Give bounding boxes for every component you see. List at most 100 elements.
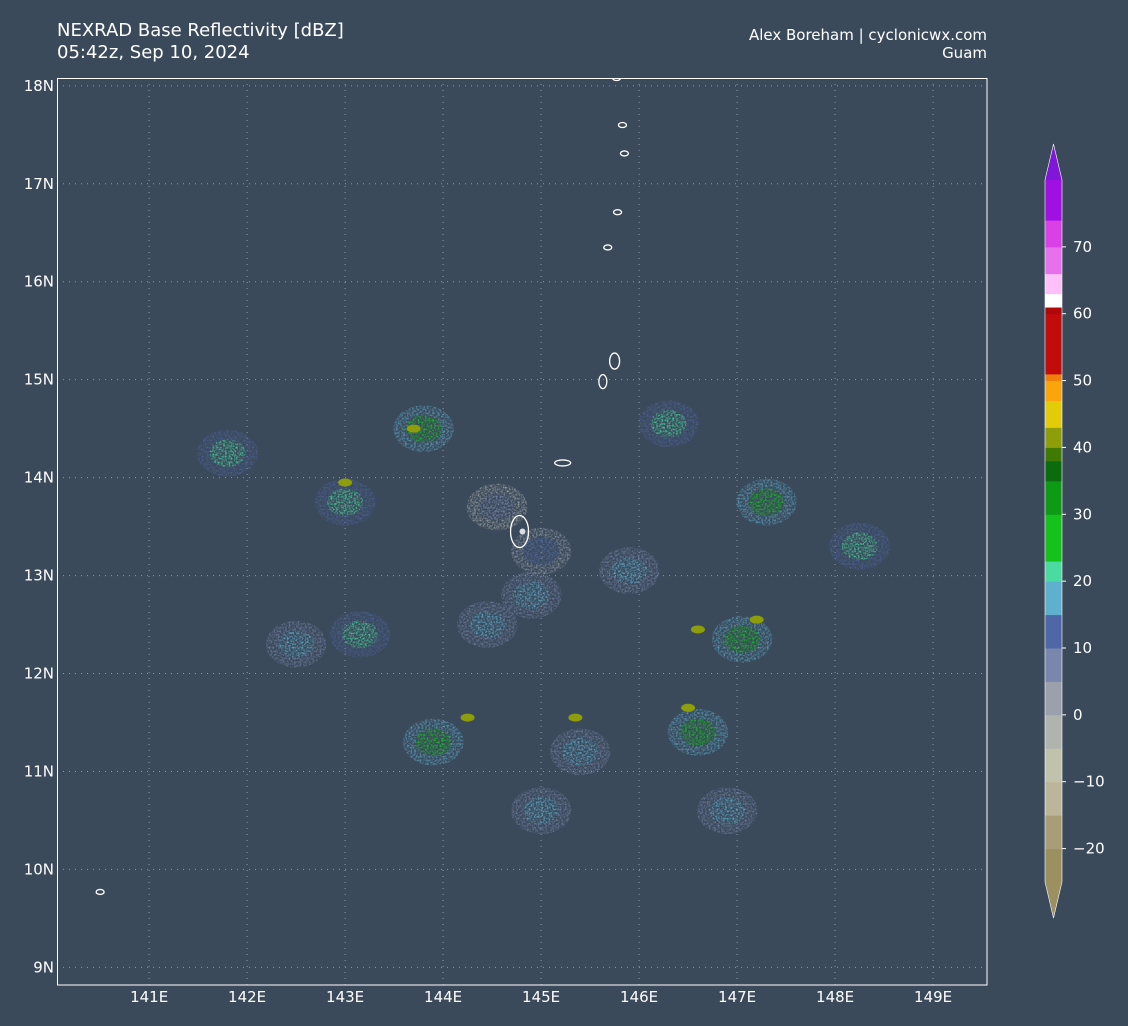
convective-core: [406, 424, 421, 433]
lon-tick-label: 142E: [228, 988, 266, 1006]
colorbar-max-extend: [1045, 144, 1062, 180]
colorbar-tick-label: 20: [1073, 572, 1092, 590]
island-outline: [612, 209, 623, 216]
colorbar-segment: [1045, 681, 1062, 716]
echo-region: [469, 610, 506, 639]
colorbar-tick-label: 60: [1073, 305, 1092, 323]
island-outline: [619, 150, 630, 157]
lat-tick-label: 16N: [24, 273, 54, 291]
credit-block: Alex Boreham | cyclonicwx.com Guam: [749, 26, 987, 62]
colorbar-tick-label: 10: [1073, 639, 1092, 657]
colorbar-segment: [1045, 581, 1062, 616]
echo-region: [841, 532, 878, 560]
colorbar-segment: [1045, 514, 1062, 562]
colorbar-tick-label: 0: [1073, 706, 1083, 724]
colorbar-segment: [1045, 614, 1062, 649]
latitude-tick-labels: 9N 10N 11N 12N 13N 14N 15N 16N 17N 18N: [24, 77, 54, 977]
colorbar-segment: [1045, 480, 1062, 515]
colorbar-segment: [1045, 400, 1062, 428]
lat-tick-label: 12N: [24, 665, 54, 683]
chart-timestamp: 05:42z, Sep 10, 2024: [57, 42, 250, 63]
author-credit: Alex Boreham | cyclonicwx.com: [748, 26, 987, 44]
island-outline: [554, 459, 572, 467]
echo-region: [650, 410, 687, 438]
echo-region: [327, 488, 363, 516]
colorbar-segment: [1045, 273, 1062, 295]
convective-core: [681, 703, 696, 712]
colorbar-segment: [1045, 781, 1062, 816]
convective-core: [568, 713, 583, 722]
convective-core: [749, 615, 764, 624]
lat-tick-label: 13N: [24, 567, 54, 585]
colorbar-segment: [1045, 714, 1062, 749]
lat-tick-label: 11N: [24, 762, 54, 780]
lon-tick-label: 144E: [424, 988, 462, 1006]
colorbar-segment: [1045, 180, 1062, 221]
echo-region: [611, 556, 648, 585]
colorbar-tick-label: −20: [1073, 840, 1105, 858]
island-outline: [617, 121, 628, 129]
colorbar-tick-label: −10: [1073, 773, 1105, 791]
lon-tick-label: 145E: [522, 988, 560, 1006]
colorbar-min-extend: [1045, 882, 1062, 918]
echo-region: [513, 581, 550, 609]
echo-region: [523, 796, 559, 825]
radar-site-marker: [519, 528, 526, 535]
reflectivity-echoes: [197, 400, 890, 834]
colorbar-segment: [1045, 447, 1062, 462]
island-outline: [598, 373, 608, 390]
echo-region: [479, 493, 515, 521]
coastlines: [95, 78, 630, 896]
colorbar-segment: [1045, 313, 1062, 375]
colorbar-segment: [1045, 427, 1062, 448]
lon-tick-label: 146E: [620, 988, 658, 1006]
echo-region: [415, 728, 452, 756]
plot-frame: [57, 78, 988, 986]
graticule: [57, 78, 987, 985]
island-outline: [95, 888, 105, 896]
colorbar-segment: [1045, 815, 1062, 850]
lon-tick-label: 143E: [326, 988, 364, 1006]
echo-region: [405, 414, 442, 443]
convective-core: [690, 625, 705, 634]
chart-title-block: NEXRAD Base Reflectivity [dBZ] 05:42z, S…: [57, 20, 344, 64]
lat-tick-label: 15N: [24, 371, 54, 389]
echo-region: [341, 620, 378, 649]
colorbar-segment: [1045, 748, 1062, 783]
echo-region: [680, 718, 716, 747]
colorbar-segment: [1045, 561, 1062, 582]
lon-tick-label: 141E: [130, 988, 168, 1006]
longitude-tick-labels: 141E 142E 143E 144E 145E 146E 147E 148E 149E: [130, 988, 952, 1006]
echo-region: [209, 439, 246, 467]
island-outline: [603, 244, 613, 251]
convective-core: [338, 478, 353, 487]
echo-region: [523, 537, 559, 565]
echo-region: [748, 488, 785, 516]
colorbar-tick-label: 30: [1073, 505, 1092, 523]
echo-field: [197, 400, 890, 834]
echo-region: [562, 738, 599, 766]
colorbar-segment: [1045, 220, 1062, 248]
colorbar-segment: [1045, 293, 1062, 308]
colorbar-segment: [1045, 460, 1062, 482]
island-outline: [611, 78, 622, 82]
colorbar-tick-label: 40: [1073, 438, 1092, 456]
echo-region: [724, 625, 760, 653]
lat-tick-label: 9N: [33, 958, 54, 976]
colorbar-segment: [1045, 307, 1062, 315]
colorbar-tick-label: 70: [1073, 238, 1092, 256]
colorbar-segment: [1045, 648, 1062, 682]
colorbar-segment: [1045, 246, 1062, 275]
radar-location: Guam: [942, 44, 987, 62]
lat-tick-label: 18N: [24, 77, 54, 95]
lon-tick-label: 147E: [718, 988, 756, 1006]
colorbar-outline: [1044, 143, 1063, 919]
colorbar-segment: [1045, 848, 1062, 883]
colorbar-tick-label: 50: [1073, 372, 1092, 390]
island-outline: [608, 352, 621, 370]
convective-core: [460, 713, 475, 722]
lon-tick-label: 148E: [816, 988, 854, 1006]
lat-tick-label: 14N: [24, 469, 54, 487]
lat-tick-label: 10N: [24, 860, 54, 878]
